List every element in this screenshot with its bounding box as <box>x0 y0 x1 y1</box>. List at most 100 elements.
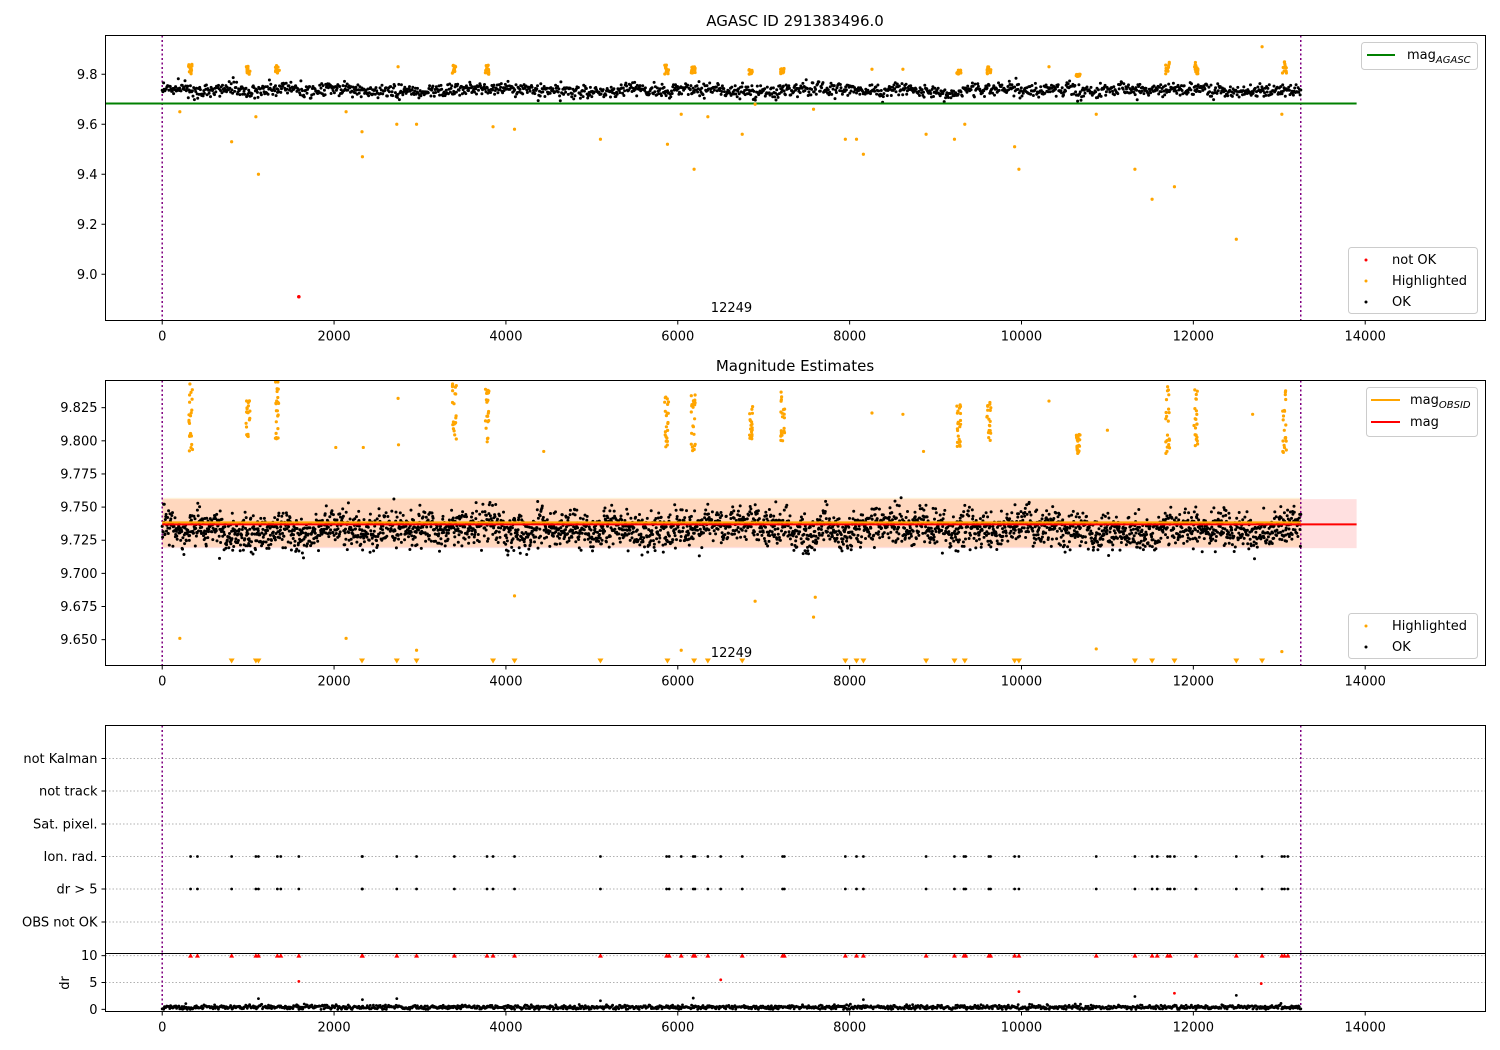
ok-point <box>1235 93 1239 97</box>
ok-point <box>1090 532 1094 535</box>
ok-point <box>952 89 956 93</box>
ok-point <box>930 87 934 91</box>
ok-point <box>672 531 676 535</box>
ok-point <box>510 526 514 530</box>
ok-point <box>754 95 758 99</box>
ok-point <box>678 518 682 522</box>
ok-point <box>415 543 419 547</box>
ok-point <box>203 536 207 540</box>
ok-point <box>770 530 774 534</box>
ok-point <box>628 528 632 532</box>
ok-point <box>456 82 460 86</box>
ok-point <box>316 539 320 543</box>
ok-point <box>261 86 265 90</box>
ok-point <box>635 528 639 532</box>
ok-point <box>417 96 421 100</box>
ok-point <box>494 503 498 506</box>
ok-point <box>585 518 589 522</box>
ok-point <box>618 540 622 544</box>
ok-point <box>658 87 662 91</box>
ok-point <box>545 86 549 90</box>
ok-point <box>966 509 970 513</box>
ok-point <box>1113 93 1116 97</box>
ok-point <box>723 533 727 537</box>
highlighted-point <box>1047 65 1051 69</box>
ok-point <box>256 529 260 533</box>
ok-point <box>560 513 564 517</box>
ok-point <box>495 536 499 540</box>
ok-point <box>780 529 783 533</box>
ok-point <box>864 537 867 540</box>
ok-point <box>1197 535 1201 539</box>
ok-point <box>762 537 766 540</box>
ok-point <box>515 533 519 537</box>
ok-point <box>738 97 742 101</box>
ok-point <box>181 536 185 540</box>
ok-point <box>1150 535 1154 539</box>
highlighted-point <box>963 122 967 126</box>
x-tick-label: 14000 <box>1345 330 1386 345</box>
ok-point <box>1209 83 1213 87</box>
ok-point <box>1158 540 1161 544</box>
ok-point <box>279 90 283 94</box>
ok-point <box>895 82 899 86</box>
ok-point <box>491 88 495 92</box>
ok-point <box>778 84 782 88</box>
ok-point <box>1062 543 1066 547</box>
ok-point <box>467 535 471 539</box>
ok-point <box>1113 531 1117 535</box>
ok-point <box>474 517 478 521</box>
ok-point <box>893 87 897 91</box>
ok-point <box>556 85 560 88</box>
ok-point <box>323 512 327 516</box>
ok-point <box>383 514 387 518</box>
ok-point <box>474 501 478 505</box>
ok-point <box>834 530 838 534</box>
ok-point <box>214 90 218 94</box>
ok-point <box>1190 82 1193 86</box>
ok-point <box>218 556 221 560</box>
ok-point <box>990 541 993 544</box>
ok-point <box>484 513 488 517</box>
ok-point <box>341 507 345 511</box>
ok-point <box>1055 529 1059 533</box>
ok-point <box>558 542 562 546</box>
ok-point <box>392 497 396 501</box>
ok-point <box>564 528 567 532</box>
ok-point <box>367 94 371 98</box>
ok-point <box>1055 537 1059 541</box>
ok-point <box>1029 92 1033 96</box>
ok-point <box>882 92 886 96</box>
ok-point <box>1059 543 1062 547</box>
ok-point <box>1067 531 1071 535</box>
highlighted-point <box>395 122 399 126</box>
ok-point <box>436 90 440 93</box>
ok-point <box>233 528 236 532</box>
ok-point <box>1165 526 1169 530</box>
ok-point <box>858 92 862 96</box>
ok-point <box>298 537 302 541</box>
ok-point <box>708 81 712 85</box>
ok-point <box>1007 88 1011 92</box>
highlighted-point <box>843 137 847 141</box>
ok-point <box>473 90 476 94</box>
ok-point <box>417 514 421 518</box>
ok-point <box>579 548 583 552</box>
ok-point <box>1030 84 1034 87</box>
ok-point <box>1005 512 1009 516</box>
ok-point <box>543 95 547 98</box>
ok-point <box>991 91 994 95</box>
ok-point <box>800 86 804 90</box>
ok-point <box>361 548 365 552</box>
ok-point <box>397 537 400 541</box>
ok-point <box>612 87 616 91</box>
ok-point <box>870 514 873 518</box>
ok-point <box>1104 90 1108 94</box>
ok-point <box>740 85 744 89</box>
ok-point <box>426 91 430 95</box>
ok-point <box>1036 533 1040 537</box>
ok-point <box>231 76 235 80</box>
highlighted-point <box>924 132 928 136</box>
ok-point <box>804 527 808 531</box>
